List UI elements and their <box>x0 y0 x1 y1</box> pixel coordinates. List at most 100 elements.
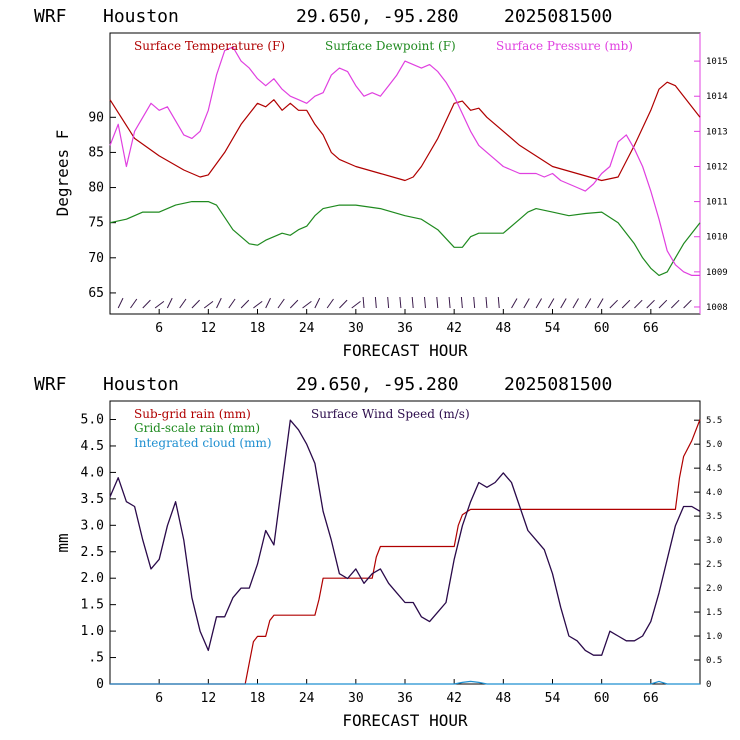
wind-barb <box>314 297 321 309</box>
x-tick-label: 48 <box>496 691 512 706</box>
y-tick-label: .5 <box>88 651 104 666</box>
y2-tick-label: 3.0 <box>706 536 722 546</box>
y2-tick-label: 5.5 <box>706 416 722 426</box>
y-tick-label: 2.0 <box>81 571 104 586</box>
header-datetime-2: 2025081500 <box>504 374 612 395</box>
precipitation-y-axis-label: mm <box>53 533 72 552</box>
header-model: WRF <box>34 6 67 27</box>
header-datetime: 2025081500 <box>504 6 612 27</box>
temperature-y-axis-label: Degrees F <box>53 130 72 217</box>
y-tick-label: 80 <box>88 181 104 196</box>
temperature-panel: 6 12 18 24 30 36 42 48 54 60 66 65 70 75 80 85 90 1008 100… <box>53 32 728 360</box>
temperature-plot-frame <box>109 32 701 315</box>
x-tick-label: 12 <box>201 321 217 336</box>
legend-surface-wind-speed: Surface Wind Speed (m/s) <box>311 407 470 421</box>
y2-tick-label: 0 <box>706 680 711 690</box>
wind-barb <box>572 298 579 309</box>
y-tick-label: 2.5 <box>81 545 104 560</box>
y2-tick-label: 1.0 <box>706 632 722 642</box>
wind-barb <box>560 298 567 309</box>
legend-gridscale-rain: Grid-scale rain (mm) <box>134 421 260 435</box>
wind-barb <box>535 298 543 309</box>
y2-tick-label: 1013 <box>706 127 728 137</box>
wind-barb <box>130 298 138 309</box>
wind-barbs <box>117 296 692 309</box>
y-tick-label: 4.0 <box>81 465 104 480</box>
wind-barb <box>485 296 488 309</box>
x-tick-label: 54 <box>545 691 561 706</box>
wind-barb <box>179 298 187 309</box>
wind-barb <box>547 298 555 309</box>
y2-tick-label: 1010 <box>706 233 728 243</box>
wind-barb <box>387 296 390 309</box>
x-tick-label: 6 <box>155 691 163 706</box>
y2-tick-label: 4.0 <box>706 488 722 498</box>
wind-barb <box>203 301 214 309</box>
header-coords: 29.650, -95.280 <box>296 6 459 27</box>
y-tick-label: 3.5 <box>81 492 104 507</box>
series-integrated-cloud-mm <box>110 680 700 685</box>
wind-barb <box>399 296 402 309</box>
y2-tick-label: 1009 <box>706 268 728 278</box>
y2-tick-label: 0.5 <box>706 656 722 666</box>
x-tick-label: 54 <box>545 321 561 336</box>
wind-barb <box>597 298 604 309</box>
wind-barb <box>646 299 655 309</box>
wind-barb <box>634 299 643 309</box>
wind-barb <box>277 298 285 309</box>
wind-barb <box>228 298 236 309</box>
y-tick-label: 4.5 <box>81 439 104 454</box>
legend-surface-temperature: Surface Temperature (F) <box>134 39 285 53</box>
precipitation-panel: 6 12 18 24 30 36 42 48 54 60 660.51.01.52.02.53.03… <box>53 400 722 730</box>
wind-barb <box>142 299 151 309</box>
header-coords-2: 29.650, -95.280 <box>296 374 459 395</box>
wind-barb <box>191 299 200 309</box>
x-tick-label: 42 <box>446 691 462 706</box>
series-surface-wind-speed-m-s <box>109 419 701 656</box>
precipitation-x-axis-label: FORECAST HOUR <box>342 711 468 730</box>
wind-barb <box>683 299 692 309</box>
wind-barb <box>436 296 439 309</box>
y-tick-label: 1.0 <box>81 624 104 639</box>
y-tick-label: 5.0 <box>81 413 104 428</box>
x-tick-label: 36 <box>397 321 413 336</box>
header-location-2: Houston <box>103 374 179 395</box>
x-tick-label: 66 <box>643 321 659 336</box>
x-tick-label: 18 <box>250 321 266 336</box>
series-surface-temperature-f <box>109 81 701 182</box>
y-tick-label: 70 <box>88 251 104 266</box>
x-tick-label: 36 <box>397 691 413 706</box>
wind-barb <box>253 301 263 309</box>
series-sub-grid-rain-mm <box>110 419 701 685</box>
x-tick-label: 30 <box>348 321 364 336</box>
y2-tick-label: 1008 <box>706 303 728 313</box>
wind-barb <box>411 296 414 309</box>
series-surface-dewpoint-f <box>109 201 701 276</box>
wind-barb <box>424 296 426 309</box>
x-tick-label: 6 <box>155 321 163 336</box>
wind-barb <box>609 299 618 309</box>
wind-barb <box>154 300 165 309</box>
wind-barb <box>302 300 312 309</box>
x-tick-label: 42 <box>446 321 462 336</box>
wind-barb <box>497 296 500 309</box>
wind-barb <box>362 296 365 309</box>
wind-barb <box>240 299 250 309</box>
wind-barb <box>448 296 451 309</box>
y-tick-label: 85 <box>88 145 104 160</box>
y-tick-label: 0 <box>96 677 104 692</box>
wind-barb <box>339 299 348 309</box>
wind-barb <box>658 299 668 309</box>
header-model-2: WRF <box>34 374 67 395</box>
wind-barb <box>584 298 592 309</box>
wind-barb <box>460 296 463 309</box>
y-tick-label: 3.0 <box>81 518 104 533</box>
x-tick-label: 30 <box>348 691 364 706</box>
x-tick-label: 12 <box>201 691 217 706</box>
y-tick-label: 75 <box>88 216 104 231</box>
wind-barb <box>374 296 377 309</box>
y2-tick-label: 2.0 <box>706 584 722 594</box>
x-tick-label: 18 <box>250 691 266 706</box>
legend-subgrid-rain: Sub-grid rain (mm) <box>134 407 251 421</box>
